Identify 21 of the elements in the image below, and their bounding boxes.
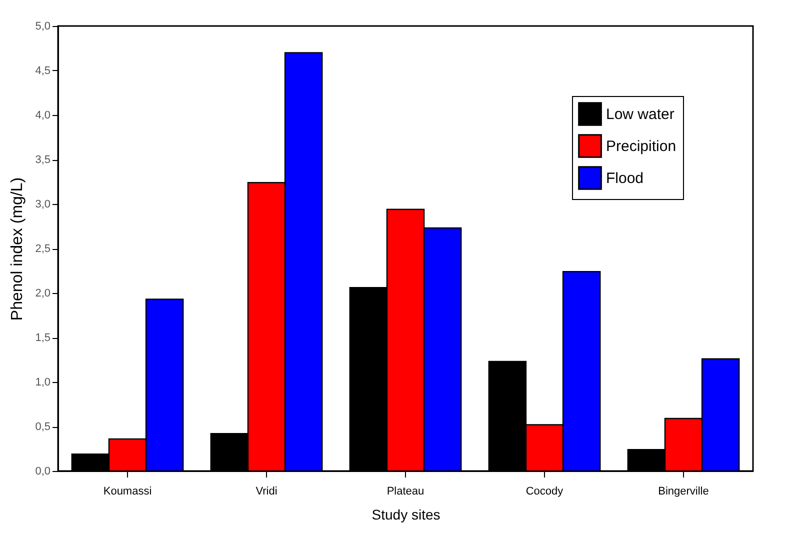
x-tick-label: Vridi <box>256 486 278 498</box>
y-tick-label: 0,5 <box>35 421 50 433</box>
y-tick-label: 4,5 <box>35 65 50 77</box>
y-tick-label: 3,5 <box>35 154 50 166</box>
x-axis-title: Study sites <box>372 506 440 522</box>
y-tick-label: 3,0 <box>35 198 50 210</box>
legend-label: Low water <box>606 106 674 123</box>
legend-label: Precipition <box>606 138 676 155</box>
x-tick-label: Bingerville <box>658 486 709 498</box>
y-tick-label: 2,5 <box>35 243 50 255</box>
y-tick-label: 2,0 <box>35 288 50 300</box>
x-tick-label: Cocody <box>526 486 564 498</box>
y-tick-label: 1,0 <box>35 376 50 388</box>
y-tick-label: 1,5 <box>35 332 50 344</box>
x-tick-label: Koumassi <box>103 486 152 498</box>
x-tick-label: Plateau <box>386 486 424 498</box>
legend-label: Flood <box>606 170 644 187</box>
y-tick-label: 5,0 <box>35 20 50 32</box>
y-tick-label: 0,0 <box>35 466 50 478</box>
y-axis-title: Phenol index (mg/L) <box>9 177 26 321</box>
y-tick-label: 4,0 <box>35 110 50 122</box>
